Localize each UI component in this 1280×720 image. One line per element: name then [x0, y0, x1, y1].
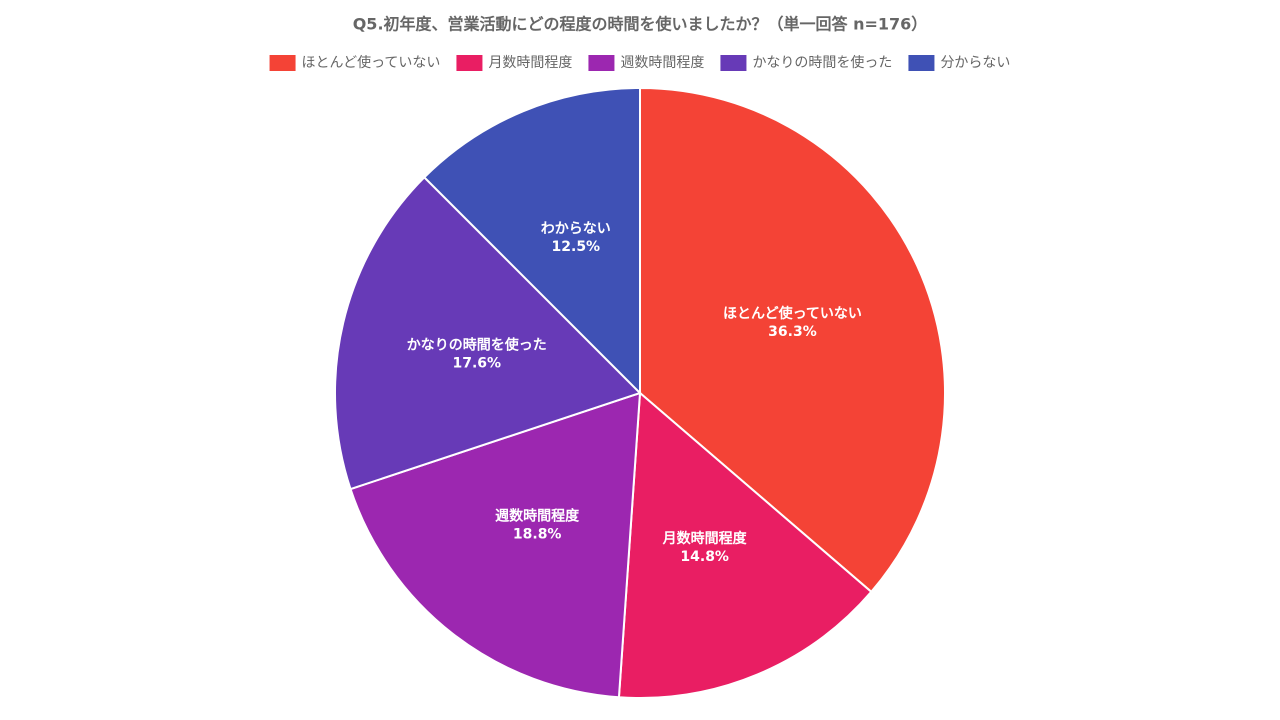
slice-value-label: 12.5% [552, 239, 601, 255]
legend-label: ほとんど使っていない [302, 54, 441, 71]
chart-title: Q5.初年度、営業活動にどの程度の時間を使いましたか？（単一回答 n=176） [353, 15, 928, 34]
pie-slice [349, 391, 642, 699]
slice-label: ほとんど使っていない [723, 305, 862, 322]
legend-label: 分からない [940, 55, 1010, 71]
pie-slice [639, 86, 946, 594]
legend-swatch [456, 55, 483, 71]
legend-label: かなりの時間を使った [752, 54, 892, 71]
slice-value-label: 18.8% [513, 527, 562, 543]
slice-label: わからない [541, 221, 611, 237]
slice-label: かなりの時間を使った [407, 336, 547, 353]
legend-swatch [720, 55, 747, 71]
pie-slice [334, 175, 642, 491]
legend-swatch [908, 55, 935, 71]
pie-slice [617, 390, 873, 699]
legend-swatch [588, 55, 615, 71]
legend-swatch [269, 55, 296, 71]
slice-label: 週数時間程度 [495, 508, 580, 525]
legend-label: 月数時間程度 [488, 55, 572, 71]
slice-label: 月数時間程度 [662, 530, 748, 547]
slice-value-label: 14.8% [680, 549, 729, 565]
pie-slice [422, 86, 641, 396]
slice-value-label: 36.3% [768, 324, 817, 340]
legend-label: 週数時間程度 [620, 55, 704, 71]
slice-value-label: 17.6% [452, 355, 501, 371]
